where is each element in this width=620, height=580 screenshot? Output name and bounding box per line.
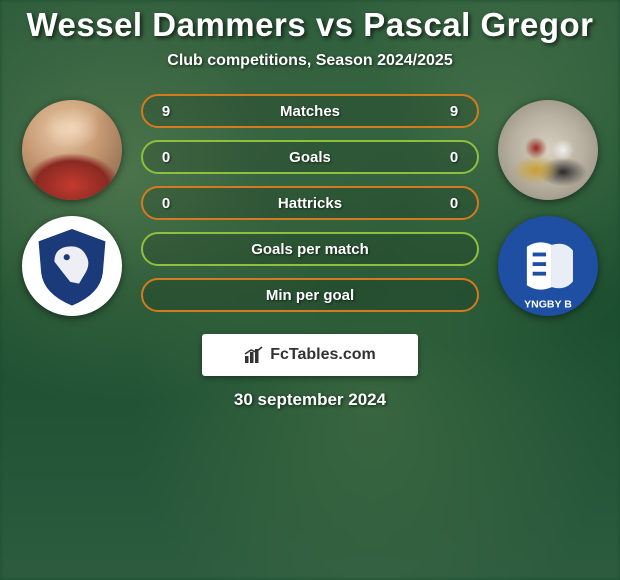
main-row: 9 Matches 9 0 Goals 0 0 Hattricks 0 Goal… — [0, 94, 620, 316]
stats-column: 9 Matches 9 0 Goals 0 0 Hattricks 0 Goal… — [141, 94, 479, 312]
stat-row-hattricks: 0 Hattricks 0 — [141, 186, 479, 220]
stat-label: Goals — [175, 149, 445, 166]
stat-left-value: 9 — [157, 103, 175, 120]
bar-chart-icon — [244, 346, 264, 364]
stat-left-value: 0 — [157, 149, 175, 166]
infographic-root: Wessel Dammers vs Pascal Gregor Club com… — [0, 0, 620, 410]
stat-label: Hattricks — [175, 195, 445, 212]
page-title: Wessel Dammers vs Pascal Gregor — [0, 6, 620, 44]
player-right-club-logo: YNGBY B — [498, 216, 598, 316]
watermark: FcTables.com — [202, 334, 418, 376]
stat-row-mpg: Min per goal — [141, 278, 479, 312]
subtitle: Club competitions, Season 2024/2025 — [0, 52, 620, 70]
randers-shield-icon — [28, 222, 116, 310]
stat-right-value: 9 — [445, 103, 463, 120]
date-line: 30 september 2024 — [0, 390, 620, 410]
stat-label: Matches — [175, 103, 445, 120]
svg-text:YNGBY B: YNGBY B — [524, 298, 572, 310]
stat-row-gpm: Goals per match — [141, 232, 479, 266]
stat-row-matches: 9 Matches 9 — [141, 94, 479, 128]
stat-label: Min per goal — [175, 287, 445, 304]
player-left-club-logo — [22, 216, 122, 316]
stat-row-goals: 0 Goals 0 — [141, 140, 479, 174]
lyngby-crest-icon: YNGBY B — [500, 218, 596, 314]
watermark-text: FcTables.com — [270, 346, 376, 364]
stat-left-value: 0 — [157, 195, 175, 212]
stat-right-value: 0 — [445, 195, 463, 212]
player-left-avatar — [22, 100, 122, 200]
stat-right-value: 0 — [445, 149, 463, 166]
player-right-avatar — [498, 100, 598, 200]
left-column — [17, 94, 127, 316]
stat-label: Goals per match — [175, 241, 445, 258]
right-column: YNGBY B — [493, 94, 603, 316]
